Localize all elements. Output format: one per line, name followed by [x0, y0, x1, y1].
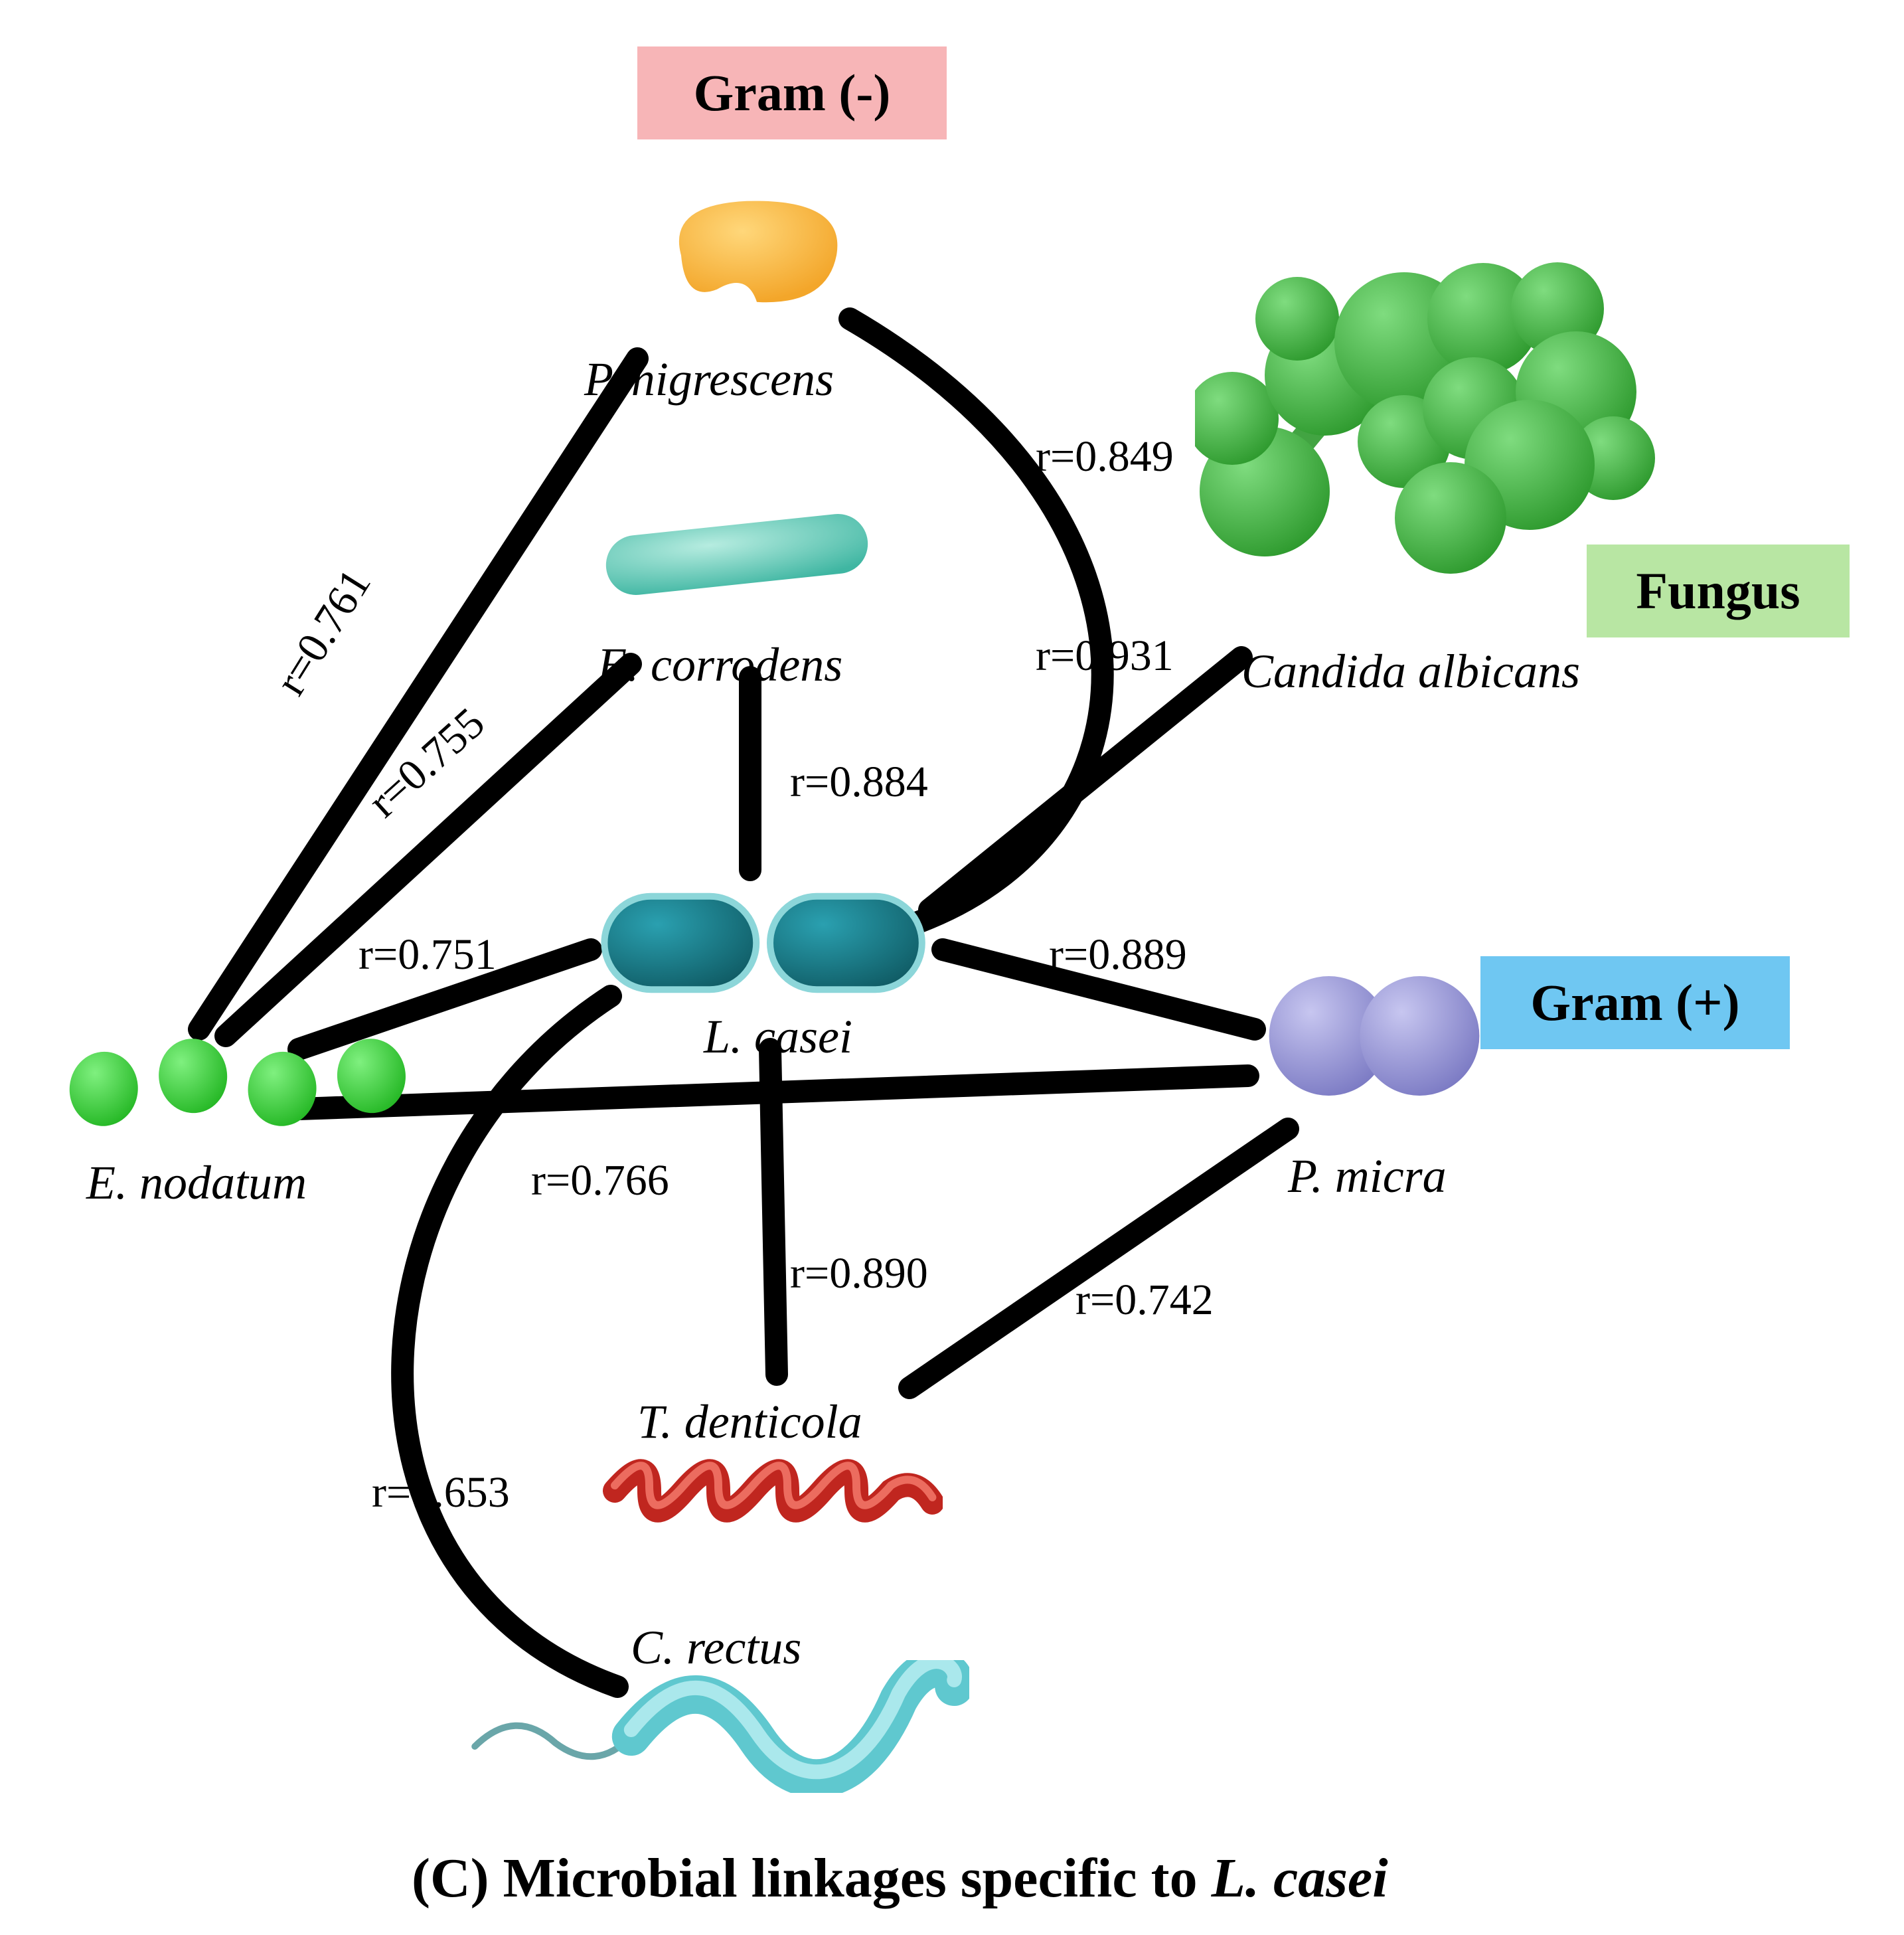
species-label-e-corrodens: E. corrodens [597, 637, 842, 693]
illustration-p-micra [1248, 969, 1500, 1102]
diagram-stage: Gram (-) Gram (+) Fungus L. casei P. nig… [0, 0, 1904, 1935]
badge-gram-negative: Gram (-) [637, 46, 947, 139]
edge-nodatum_nigrescens [199, 359, 637, 1029]
species-label-l-casei: L. casei [704, 1009, 852, 1064]
species-label-c-albicans: Candida albicans [1241, 644, 1580, 699]
illustration-p-nigrescens [657, 186, 856, 312]
r-label-micra-denticola: r=0.742 [1075, 1275, 1214, 1325]
illustration-l-casei [597, 883, 943, 1003]
r-label-lcasei-albicans: r=0.931 [1036, 631, 1174, 681]
caption-prefix: (C) Microbial linkages specific to [412, 1847, 1212, 1909]
r-label-lcasei-corrodens: r=0.884 [790, 757, 928, 807]
r-label-lcasei-nodatum: r=0.751 [358, 930, 497, 980]
caption-italic: L. casei [1212, 1847, 1388, 1909]
badge-gram-positive: Gram (+) [1480, 956, 1790, 1049]
species-label-t-denticola: T. denticola [637, 1394, 862, 1450]
figure-caption: (C) Microbial linkages specific to L. ca… [412, 1846, 1388, 1910]
edge-lcasei_nigrescens [850, 319, 1103, 923]
illustration-t-denticola [597, 1434, 943, 1547]
edge-nodatum_corrodens [226, 664, 631, 1036]
r-label-lcasei-denticola: r=0.890 [790, 1248, 928, 1299]
illustration-e-nodatum [40, 1036, 412, 1129]
species-label-p-micra: P. micra [1288, 1149, 1447, 1204]
species-label-p-nigrescens: P. nigrescens [584, 352, 834, 407]
species-label-e-nodatum: E. nodatum [86, 1155, 307, 1211]
r-label-lcasei-rectus: r=0.653 [372, 1468, 510, 1518]
illustration-c-albicans [1195, 259, 1660, 591]
edge-micra_denticola [910, 1129, 1288, 1388]
illustration-e-corrodens [591, 505, 883, 604]
r-label-lcasei-micra: r=0.889 [1049, 930, 1187, 980]
r-label-lcasei-nigrescens: r=0.849 [1036, 432, 1174, 482]
illustration-c-rectus [465, 1660, 969, 1793]
species-label-c-rectus: C. rectus [631, 1620, 801, 1675]
edge-lcasei_albicans [929, 657, 1241, 910]
r-label-nodatum-micra: r=0.766 [531, 1155, 669, 1206]
